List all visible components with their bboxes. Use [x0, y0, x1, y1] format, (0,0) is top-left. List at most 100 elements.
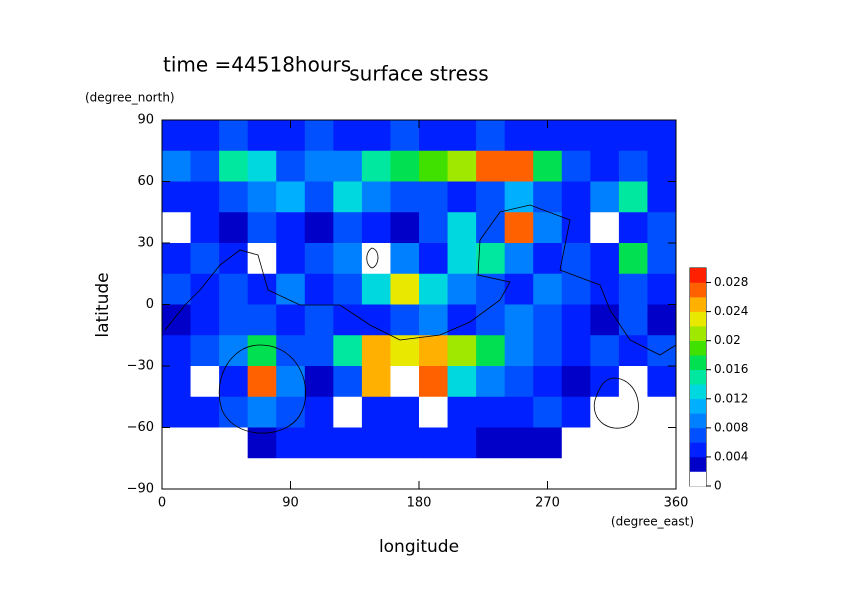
cell	[618, 120, 648, 152]
cell	[276, 366, 306, 398]
cell	[590, 243, 620, 275]
cell	[361, 181, 391, 213]
cell	[561, 366, 591, 398]
cell	[647, 243, 677, 275]
colorbar-bin	[690, 369, 706, 385]
colorbar-tick-label: 0.02	[714, 333, 741, 347]
colorbar-bin	[690, 297, 706, 312]
cell	[618, 243, 648, 275]
cell	[476, 150, 506, 182]
cell	[533, 150, 563, 182]
cell	[333, 243, 363, 275]
cell	[476, 366, 506, 398]
cell	[504, 212, 534, 244]
cell	[561, 120, 591, 152]
cell	[447, 150, 477, 182]
colorbar-bin	[690, 311, 706, 327]
cell	[419, 366, 449, 398]
cell	[247, 335, 277, 367]
x-axis-label: longitude	[379, 537, 459, 557]
cell	[476, 427, 506, 459]
cell	[504, 366, 534, 398]
cell	[304, 366, 334, 398]
cell	[390, 212, 420, 244]
cell	[390, 335, 420, 367]
cell	[361, 212, 391, 244]
cell	[447, 273, 477, 305]
cell	[276, 335, 306, 367]
cell	[419, 458, 449, 490]
cell	[361, 273, 391, 305]
colorbar-bin	[690, 282, 706, 298]
cell	[618, 212, 648, 244]
cell	[276, 181, 306, 213]
cell	[219, 396, 249, 428]
cell	[504, 304, 534, 336]
cell	[304, 427, 334, 459]
cell	[447, 458, 477, 490]
cell	[162, 243, 192, 275]
chart-subtitle: time =44518hours	[163, 53, 351, 77]
x-tick-label: 180	[407, 496, 432, 511]
cell	[419, 212, 449, 244]
cell	[219, 304, 249, 336]
cell	[590, 150, 620, 182]
cell	[561, 243, 591, 275]
cell	[447, 181, 477, 213]
cell	[504, 427, 534, 459]
cell	[647, 273, 677, 305]
cell	[304, 212, 334, 244]
cell	[333, 150, 363, 182]
cell	[390, 243, 420, 275]
colorbar-bin	[690, 355, 706, 371]
cell	[590, 427, 620, 459]
cell	[162, 120, 192, 152]
cell	[247, 273, 277, 305]
cell	[647, 120, 677, 152]
cell	[190, 120, 220, 152]
cell	[476, 273, 506, 305]
y-tick-label: −60	[127, 420, 154, 435]
cell	[361, 458, 391, 490]
y-tick-label: 60	[137, 174, 154, 189]
cell	[419, 335, 449, 367]
cell	[618, 427, 648, 459]
cell	[533, 304, 563, 336]
cell	[162, 458, 192, 490]
colorbar-bin	[690, 427, 706, 443]
cell	[590, 304, 620, 336]
cell	[247, 396, 277, 428]
colorbar-tick-label: 0.024	[714, 304, 748, 318]
cell	[304, 335, 334, 367]
cell	[447, 396, 477, 428]
colorbar-bin	[690, 268, 706, 283]
cell	[219, 335, 249, 367]
y-unit: (degree_north)	[85, 91, 175, 105]
y-tick-label: 30	[137, 236, 154, 251]
cell	[419, 243, 449, 275]
cell	[476, 304, 506, 336]
cell	[618, 366, 648, 398]
cell	[447, 366, 477, 398]
cell	[476, 458, 506, 490]
cell	[590, 335, 620, 367]
cell	[476, 243, 506, 275]
cell	[504, 458, 534, 490]
cell	[219, 120, 249, 152]
cell	[333, 181, 363, 213]
cell	[304, 273, 334, 305]
cell	[190, 396, 220, 428]
cell	[247, 150, 277, 182]
cell	[361, 396, 391, 428]
cell	[276, 243, 306, 275]
colorbar-bin	[690, 442, 706, 458]
colorbar-tick-label: 0.004	[714, 449, 748, 463]
cell	[618, 181, 648, 213]
cell	[390, 181, 420, 213]
cell	[162, 335, 192, 367]
cell	[247, 212, 277, 244]
y-tick-label: −90	[127, 482, 154, 497]
cell	[333, 458, 363, 490]
cell	[447, 304, 477, 336]
